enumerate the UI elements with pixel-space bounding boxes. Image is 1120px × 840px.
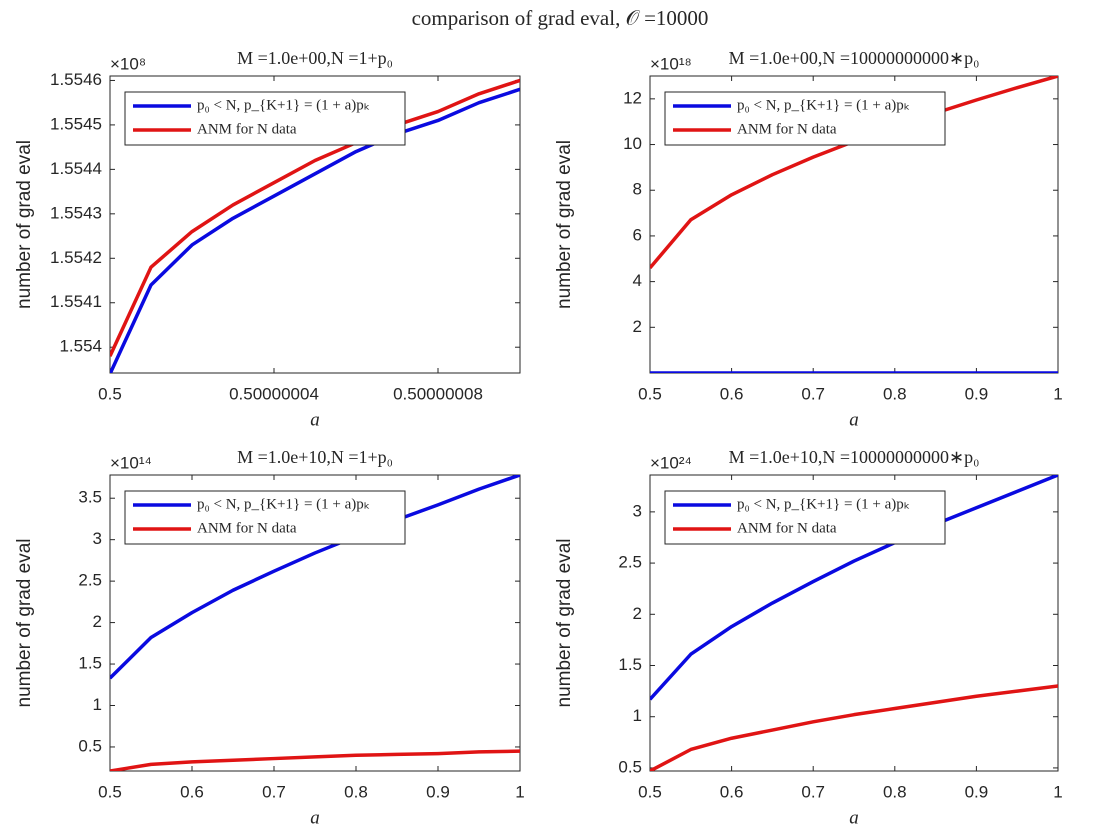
y-tick-label: 1.5542 [50,248,102,267]
x-tick-label: 0.5 [98,782,122,801]
y-tick-label: 0.5 [618,757,642,776]
y-tick-label: 3 [633,501,642,520]
legend [664,490,946,545]
x-tick-label: 0.5 [638,782,662,801]
series-line [650,475,1058,701]
x-axis-label: a [310,807,320,828]
y-tick-label: 12 [623,88,642,107]
legend-label: p₀ < N, p_{K+1} = (1 + a)pₖ [737,97,910,113]
y-tick-label: 1.554 [59,337,102,356]
x-tick-label: 0.8 [883,782,907,801]
legend-label: p₀ < N, p_{K+1} = (1 + a)pₖ [737,496,910,512]
x-axis-label: a [849,807,859,828]
x-tick-label: 0.50000004 [229,384,319,403]
legend-label: ANM for N data [737,520,837,536]
figure-title: comparison of grad eval, 𝒪 =10000 [412,6,709,30]
y-axis-label: number of grad eval [554,140,575,309]
y-tick-label: 3.5 [78,488,102,507]
legend-label: ANM for N data [737,121,837,137]
x-tick-label: 0.6 [720,384,744,403]
y-axis-label: number of grad eval [14,539,35,708]
x-tick-label: 1 [515,782,524,801]
subplot-title: M =1.0e+00,N =10000000000∗p₀ [729,48,980,68]
x-tick-label: 0.9 [965,384,989,403]
y-tick-label: 10 [623,134,642,153]
legend-label: p₀ < N, p_{K+1} = (1 + a)pₖ [197,496,370,512]
x-tick-label: 0.5 [638,384,662,403]
y-tick-label: 2.5 [618,553,642,572]
legend [124,91,406,146]
x-axis-label: a [310,409,320,430]
y-tick-label: 6 [633,225,642,244]
y-tick-label: 1.5 [78,654,102,673]
y-exponent: ×10⁸ [110,54,146,73]
legend-label: ANM for N data [197,520,297,536]
y-tick-label: 8 [633,180,642,199]
x-tick-label: 0.7 [801,384,825,403]
y-tick-label: 1.5545 [50,114,102,133]
y-tick-label: 1 [93,695,102,714]
x-tick-label: 0.9 [426,782,450,801]
legend [124,490,406,545]
subplot-title: M =1.0e+10,N =1+p₀ [237,447,393,467]
y-tick-label: 4 [633,271,642,290]
y-tick-label: 2 [633,604,642,623]
y-tick-label: 1.5543 [50,203,102,222]
y-tick-label: 1.5 [618,655,642,674]
y-tick-label: 2 [633,317,642,336]
x-tick-label: 0.8 [344,782,368,801]
series-line [650,684,1058,771]
series-line [110,475,520,680]
x-tick-label: 0.6 [720,782,744,801]
plot-lines [650,475,1058,771]
y-tick-label: 1 [633,706,642,725]
subplot-title: M =1.0e+10,N =10000000000∗p₀ [729,447,980,467]
series-line [110,749,520,771]
y-tick-label: 0.5 [78,736,102,755]
legend-label: p₀ < N, p_{K+1} = (1 + a)pₖ [197,97,370,113]
x-axis-label: a [849,409,859,430]
x-tick-label: 0.9 [965,782,989,801]
plot-lines [110,78,520,373]
x-tick-label: 1 [1053,384,1062,403]
y-tick-label: 3 [93,529,102,548]
y-tick-label: 1.5544 [50,159,102,178]
y-exponent: ×10¹⁴ [110,453,152,472]
x-tick-label: 1 [1053,782,1062,801]
x-tick-label: 0.8 [883,384,907,403]
y-tick-label: 1.5541 [50,292,102,311]
plot-lines [110,475,520,771]
x-tick-label: 0.5 [98,384,122,403]
y-tick-label: 1.5546 [50,70,102,89]
series-line [110,87,520,373]
y-exponent: ×10²⁴ [650,453,692,472]
y-axis-label: number of grad eval [554,539,575,708]
legend [664,91,946,146]
x-tick-label: 0.50000008 [393,384,483,403]
legend-label: ANM for N data [197,121,297,137]
subplot-title: M =1.0e+00,N =1+p₀ [237,48,393,68]
y-tick-label: 2.5 [78,571,102,590]
x-tick-label: 0.7 [262,782,286,801]
y-exponent: ×10¹⁸ [650,54,692,73]
series-line [110,78,520,357]
y-axis-label: number of grad eval [14,140,35,309]
x-tick-label: 0.6 [180,782,204,801]
x-tick-label: 0.7 [801,782,825,801]
y-tick-label: 2 [93,612,102,631]
